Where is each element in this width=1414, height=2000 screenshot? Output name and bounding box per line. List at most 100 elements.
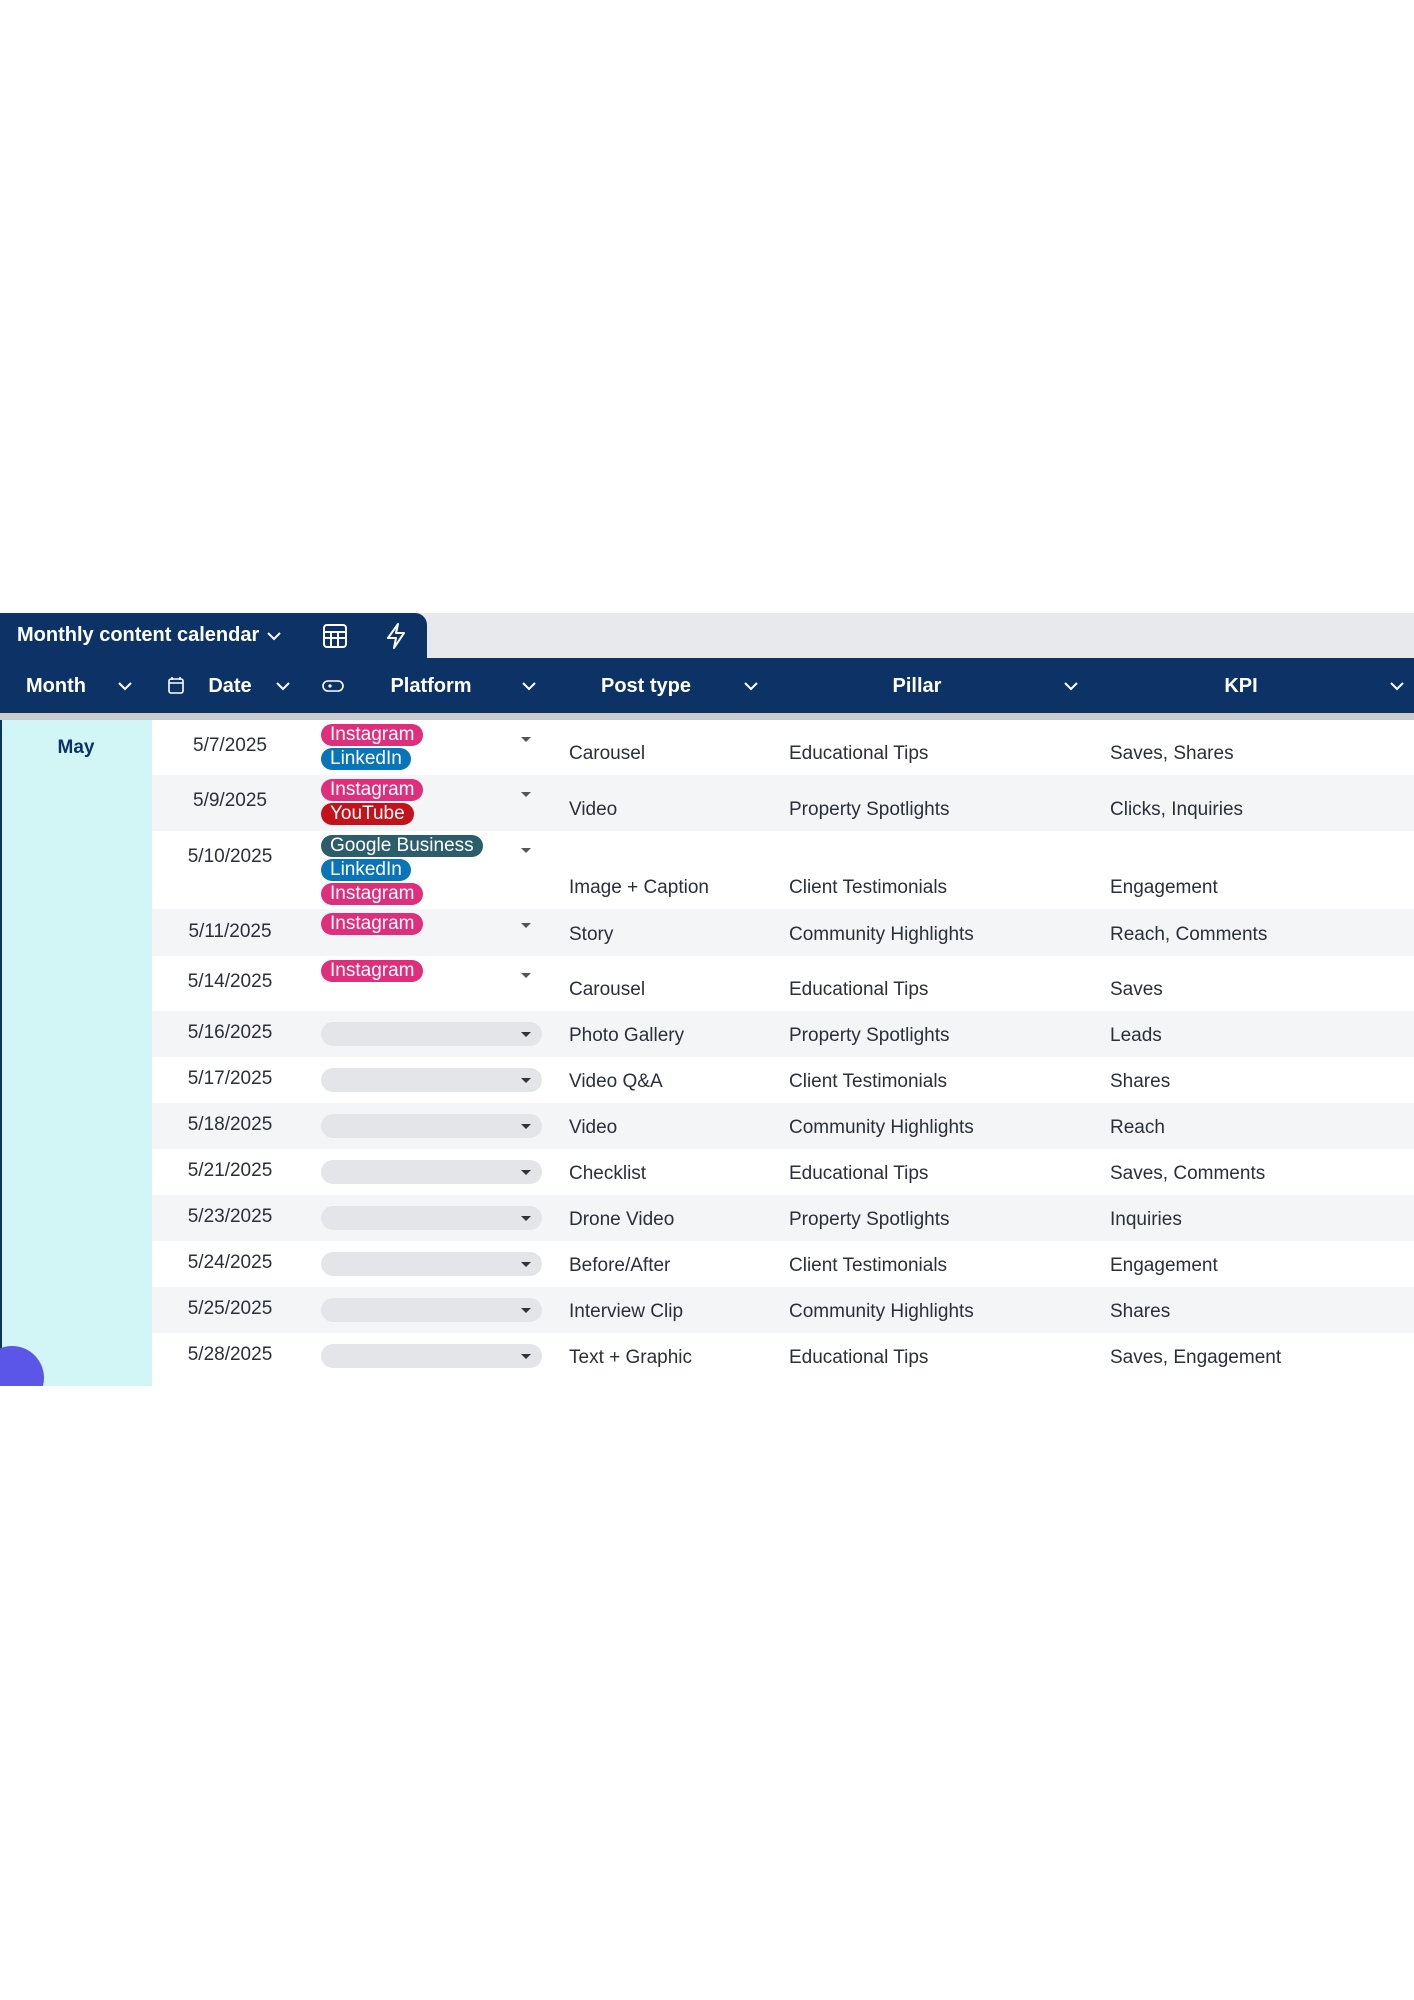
post-type-cell: Photo Gallery: [569, 1025, 685, 1046]
kpi-cell: Engagement: [1110, 877, 1218, 898]
table-row: 5/16/2025 Photo Gallery Property Spotlight…: [152, 1011, 1414, 1057]
kpi-cell: Saves, Engagement: [1110, 1347, 1282, 1368]
platform-tag[interactable]: Instagram: [321, 960, 424, 982]
table-row: 5/10/2025 Google Business LinkedIn Instagra…: [152, 831, 1414, 909]
table-icon[interactable]: [322, 623, 348, 649]
table-row: 5/21/2025 Checklist Educational Tips Saves,…: [152, 1149, 1414, 1195]
platform-dropdown[interactable]: [520, 1260, 532, 1269]
platform-tag[interactable]: Google Business: [321, 835, 483, 857]
platform-empty[interactable]: [321, 1114, 542, 1138]
table-row: 5/11/2025 Instagram Story Community Highlig…: [152, 909, 1414, 956]
platform-dropdown[interactable]: [520, 846, 532, 855]
table-row: 5/9/2025 Instagram YouTube Video Property Sp…: [152, 775, 1414, 831]
platform-tag[interactable]: Instagram: [321, 913, 424, 935]
platform-dropdown[interactable]: [520, 1030, 532, 1039]
platform-tag[interactable]: Instagram: [321, 779, 424, 801]
kpi-cell: Inquiries: [1110, 1209, 1182, 1230]
kpi-cell: Engagement: [1110, 1255, 1218, 1276]
pillar-cell: Community Highlights: [789, 1301, 974, 1322]
chevron[interactable]: [266, 628, 282, 644]
pillar-cell: Educational Tips: [789, 979, 929, 1000]
platform-tag[interactable]: YouTube: [321, 803, 414, 825]
platform-dropdown[interactable]: [520, 921, 532, 930]
column-header[interactable]: Platform: [390, 675, 472, 697]
table-row: 5/25/2025 Interview Clip Community Highlig…: [152, 1287, 1414, 1333]
column-menu[interactable]: [275, 678, 291, 694]
column-header[interactable]: Month: [26, 675, 86, 697]
kpi-cell: Shares: [1110, 1071, 1171, 1092]
platform-tag[interactable]: Instagram: [321, 724, 424, 746]
view-tab[interactable]: [0, 613, 427, 658]
date-cell: 5/18/2025: [187, 1114, 273, 1135]
column-menu[interactable]: [521, 678, 537, 694]
pillar-cell: Property Spotlights: [789, 1025, 950, 1046]
post-type-cell: Video: [569, 1117, 618, 1138]
platform-empty[interactable]: [321, 1206, 542, 1230]
platform-dropdown[interactable]: [520, 1306, 532, 1315]
date-cell: 5/23/2025: [187, 1206, 273, 1227]
platform-dropdown[interactable]: [520, 735, 532, 744]
post-type-cell: Carousel: [569, 743, 646, 764]
kpi-cell: Reach, Comments: [1110, 924, 1268, 945]
kpi-cell: Shares: [1110, 1301, 1171, 1322]
kpi-cell: Reach: [1110, 1117, 1165, 1138]
help-button[interactable]: [0, 1346, 44, 1386]
platform-empty[interactable]: [321, 1252, 542, 1276]
platform-dropdown[interactable]: [520, 1168, 532, 1177]
table-row: 5/24/2025 Before/After Client Testimonials…: [152, 1241, 1414, 1287]
column-menu[interactable]: [1063, 678, 1079, 694]
pillar-cell: Client Testimonials: [789, 1255, 948, 1276]
pillar-cell: Property Spotlights: [789, 799, 950, 820]
pillar-cell: Educational Tips: [789, 743, 929, 764]
header-separator: [0, 713, 1414, 720]
platform-tag[interactable]: LinkedIn: [321, 748, 411, 770]
column-header[interactable]: Post type: [600, 675, 692, 697]
platform-tag[interactable]: LinkedIn: [321, 859, 411, 881]
help-button-clip: [0, 1346, 44, 1386]
table-row: 5/17/2025 Video Q&A Client Testimonials Sha…: [152, 1057, 1414, 1103]
date-cell: 5/10/2025: [187, 846, 273, 867]
platform-icon[interactable]: [322, 678, 344, 694]
pillar-cell: Property Spotlights: [789, 1209, 950, 1230]
post-type-cell: Story: [569, 924, 614, 945]
column-menu[interactable]: [743, 678, 759, 694]
date-cell: 5/14/2025: [187, 971, 273, 992]
platform-empty[interactable]: [321, 1344, 542, 1368]
platform-tag[interactable]: Instagram: [321, 883, 424, 905]
view-title[interactable]: Monthly content calendar: [17, 624, 260, 646]
column-header[interactable]: Pillar: [892, 675, 942, 697]
post-type-cell: Image + Caption: [569, 877, 709, 898]
pillar-cell: Educational Tips: [789, 1163, 929, 1184]
post-type-cell: Video Q&A: [569, 1071, 663, 1092]
post-type-cell: Interview Clip: [569, 1301, 684, 1322]
platform-empty[interactable]: [321, 1298, 542, 1322]
pillar-cell: Educational Tips: [789, 1347, 929, 1368]
date-cell: 5/28/2025: [187, 1344, 273, 1365]
pillar-cell: Client Testimonials: [789, 1071, 948, 1092]
column-menu[interactable]: [1389, 678, 1405, 694]
platform-dropdown[interactable]: [520, 971, 532, 980]
platform-empty[interactable]: [321, 1160, 542, 1184]
column-header[interactable]: KPI: [1224, 675, 1258, 697]
platform-dropdown[interactable]: [520, 1214, 532, 1223]
date-icon[interactable]: [167, 676, 185, 694]
column-header[interactable]: Date: [208, 675, 252, 697]
date-cell: 5/16/2025: [187, 1022, 273, 1043]
platform-empty[interactable]: [321, 1022, 542, 1046]
platform-dropdown[interactable]: [520, 1122, 532, 1131]
post-type-cell: Video: [569, 799, 618, 820]
platform-empty[interactable]: [321, 1068, 542, 1092]
post-type-cell: Before/After: [569, 1255, 671, 1276]
post-type-cell: Carousel: [569, 979, 646, 1000]
kpi-cell: Leads: [1110, 1025, 1162, 1046]
platform-dropdown[interactable]: [520, 790, 532, 799]
date-cell: 5/9/2025: [193, 790, 267, 811]
platform-dropdown[interactable]: [520, 1076, 532, 1085]
column-menu[interactable]: [117, 678, 133, 694]
post-type-cell: Checklist: [569, 1163, 647, 1184]
kpi-cell: Clicks, Inquiries: [1110, 799, 1244, 820]
kpi-cell: Saves, Comments: [1110, 1163, 1266, 1184]
automation-icon[interactable]: [384, 622, 408, 650]
platform-dropdown[interactable]: [520, 1352, 532, 1361]
